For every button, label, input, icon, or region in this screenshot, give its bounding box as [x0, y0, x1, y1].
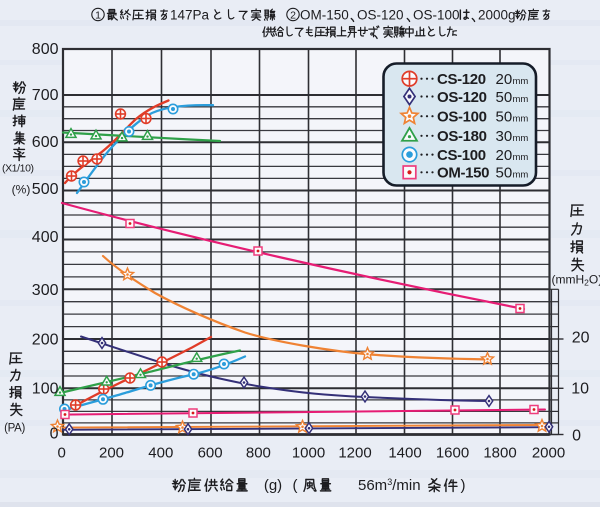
svg-text:(PA): (PA)	[4, 423, 25, 435]
svg-text:600: 600	[32, 134, 59, 151]
svg-text:1800: 1800	[483, 445, 516, 462]
svg-text:CS-120: CS-120	[437, 71, 486, 88]
svg-text:600: 600	[198, 445, 223, 462]
svg-text:20: 20	[572, 330, 590, 347]
svg-text:mm: mm	[513, 133, 529, 144]
svg-text:2: 2	[290, 9, 296, 21]
svg-text:mm: mm	[513, 94, 529, 105]
svg-text:mm: mm	[513, 76, 529, 87]
svg-text:OS-120: OS-120	[437, 89, 487, 106]
svg-text:300: 300	[32, 282, 59, 299]
svg-text:20: 20	[496, 71, 513, 88]
svg-text:OS-120: OS-120	[357, 7, 404, 22]
svg-text:mm: mm	[513, 170, 529, 181]
svg-text:2000g: 2000g	[478, 7, 516, 22]
svg-text:mm: mm	[513, 114, 529, 125]
svg-text:20: 20	[496, 147, 513, 164]
svg-text:50: 50	[496, 165, 513, 182]
svg-text:(g): (g)	[264, 477, 282, 494]
svg-text:50: 50	[496, 89, 513, 106]
svg-text:1: 1	[95, 9, 101, 21]
svg-text:10: 10	[571, 380, 589, 397]
svg-text:2000: 2000	[532, 445, 565, 462]
svg-text:(: (	[293, 477, 298, 494]
svg-text:1200: 1200	[338, 445, 371, 462]
svg-text:147Pa: 147Pa	[170, 7, 210, 22]
svg-text:OM-150: OM-150	[437, 165, 489, 182]
svg-text:400: 400	[148, 445, 173, 462]
svg-text:200: 200	[32, 332, 59, 349]
svg-text:500: 500	[32, 181, 59, 198]
svg-text:(mmH2O): (mmH2O)	[552, 273, 600, 288]
svg-text:OS-180: OS-180	[437, 128, 487, 145]
svg-text:CS-100: CS-100	[437, 147, 486, 164]
svg-text:800: 800	[32, 41, 59, 58]
svg-text:30: 30	[496, 128, 513, 145]
svg-text:800: 800	[246, 445, 271, 462]
svg-text:700: 700	[32, 87, 59, 104]
svg-text:50: 50	[496, 109, 513, 126]
svg-text:0: 0	[58, 445, 66, 462]
svg-text:400: 400	[32, 229, 59, 246]
svg-text:1400: 1400	[388, 445, 421, 462]
svg-text:OS-100: OS-100	[413, 7, 460, 22]
svg-text:100: 100	[32, 381, 59, 398]
svg-text:0: 0	[50, 425, 59, 442]
svg-text:mm: mm	[513, 152, 529, 163]
svg-text:(%): (%)	[12, 183, 31, 197]
svg-text:1600: 1600	[436, 445, 469, 462]
svg-text:): )	[461, 477, 466, 494]
svg-text:200: 200	[99, 445, 124, 462]
svg-text:0: 0	[572, 427, 581, 444]
svg-text:(X1/10): (X1/10)	[2, 163, 34, 175]
svg-text:OM-150: OM-150	[300, 7, 349, 22]
svg-text:1000: 1000	[292, 445, 325, 462]
svg-text:OS-100: OS-100	[437, 109, 487, 126]
